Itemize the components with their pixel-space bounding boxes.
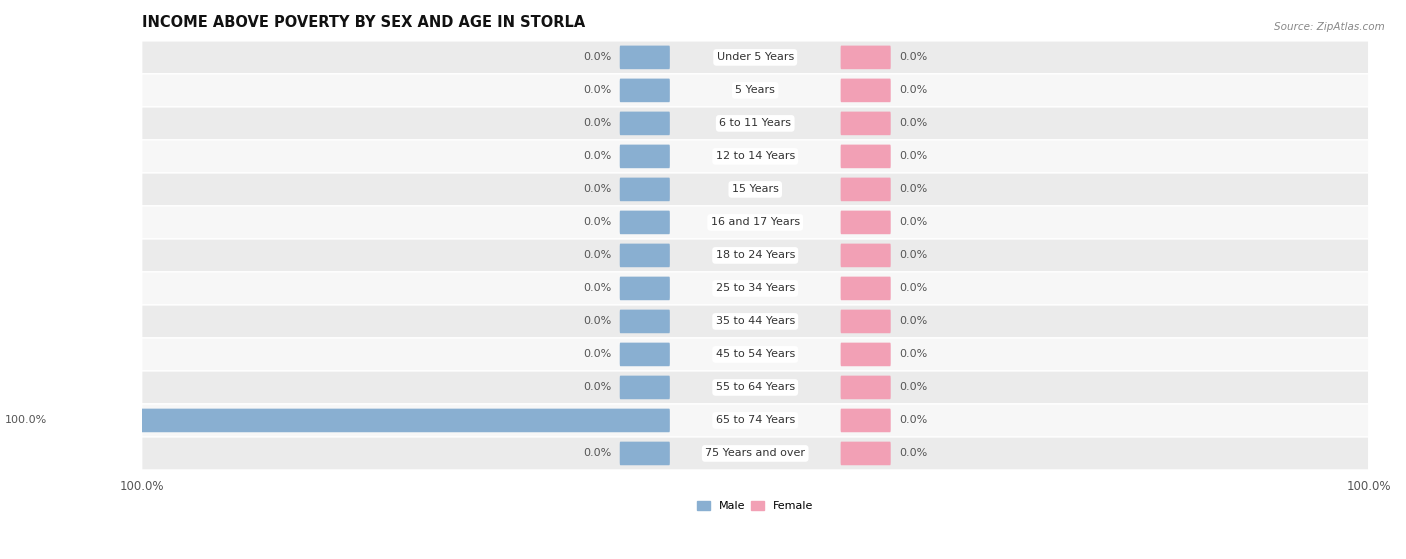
- FancyBboxPatch shape: [142, 140, 1369, 173]
- Text: 0.0%: 0.0%: [900, 151, 928, 162]
- Text: 0.0%: 0.0%: [900, 53, 928, 63]
- Text: 0.0%: 0.0%: [900, 283, 928, 293]
- FancyBboxPatch shape: [142, 305, 1369, 338]
- Text: 0.0%: 0.0%: [583, 217, 612, 228]
- FancyBboxPatch shape: [55, 409, 669, 432]
- FancyBboxPatch shape: [841, 310, 891, 333]
- Text: 6 to 11 Years: 6 to 11 Years: [720, 119, 792, 129]
- FancyBboxPatch shape: [142, 41, 1369, 74]
- FancyBboxPatch shape: [142, 371, 1369, 404]
- FancyBboxPatch shape: [142, 173, 1369, 206]
- Text: 100.0%: 100.0%: [4, 415, 46, 425]
- Text: 75 Years and over: 75 Years and over: [706, 448, 806, 458]
- Text: 0.0%: 0.0%: [900, 250, 928, 260]
- FancyBboxPatch shape: [142, 338, 1369, 371]
- Text: 0.0%: 0.0%: [900, 316, 928, 326]
- Text: 0.0%: 0.0%: [583, 250, 612, 260]
- FancyBboxPatch shape: [142, 206, 1369, 239]
- Text: Source: ZipAtlas.com: Source: ZipAtlas.com: [1274, 22, 1385, 32]
- FancyBboxPatch shape: [620, 145, 669, 168]
- Text: 45 to 54 Years: 45 to 54 Years: [716, 349, 794, 359]
- FancyBboxPatch shape: [841, 145, 891, 168]
- Text: 0.0%: 0.0%: [583, 283, 612, 293]
- Text: 0.0%: 0.0%: [900, 349, 928, 359]
- FancyBboxPatch shape: [841, 376, 891, 399]
- FancyBboxPatch shape: [841, 46, 891, 69]
- FancyBboxPatch shape: [620, 277, 669, 300]
- FancyBboxPatch shape: [620, 178, 669, 201]
- Text: 0.0%: 0.0%: [583, 53, 612, 63]
- FancyBboxPatch shape: [841, 79, 891, 102]
- FancyBboxPatch shape: [841, 442, 891, 465]
- Text: 25 to 34 Years: 25 to 34 Years: [716, 283, 794, 293]
- FancyBboxPatch shape: [620, 376, 669, 399]
- Text: 0.0%: 0.0%: [900, 119, 928, 129]
- Text: 15 Years: 15 Years: [731, 184, 779, 195]
- Text: 0.0%: 0.0%: [583, 119, 612, 129]
- Text: 0.0%: 0.0%: [900, 382, 928, 392]
- Text: 0.0%: 0.0%: [583, 316, 612, 326]
- FancyBboxPatch shape: [620, 343, 669, 366]
- Text: 0.0%: 0.0%: [583, 349, 612, 359]
- Text: 35 to 44 Years: 35 to 44 Years: [716, 316, 794, 326]
- Text: 18 to 24 Years: 18 to 24 Years: [716, 250, 794, 260]
- Legend: Male, Female: Male, Female: [692, 496, 818, 516]
- FancyBboxPatch shape: [620, 211, 669, 234]
- FancyBboxPatch shape: [142, 437, 1369, 470]
- Text: 0.0%: 0.0%: [583, 86, 612, 96]
- FancyBboxPatch shape: [142, 404, 1369, 437]
- Text: 12 to 14 Years: 12 to 14 Years: [716, 151, 794, 162]
- Text: 0.0%: 0.0%: [583, 448, 612, 458]
- Text: 16 and 17 Years: 16 and 17 Years: [710, 217, 800, 228]
- Text: INCOME ABOVE POVERTY BY SEX AND AGE IN STORLA: INCOME ABOVE POVERTY BY SEX AND AGE IN S…: [142, 15, 585, 30]
- Text: 0.0%: 0.0%: [583, 151, 612, 162]
- FancyBboxPatch shape: [841, 244, 891, 267]
- FancyBboxPatch shape: [841, 409, 891, 432]
- FancyBboxPatch shape: [142, 239, 1369, 272]
- FancyBboxPatch shape: [841, 343, 891, 366]
- FancyBboxPatch shape: [620, 244, 669, 267]
- Text: 0.0%: 0.0%: [583, 184, 612, 195]
- FancyBboxPatch shape: [620, 46, 669, 69]
- Text: 0.0%: 0.0%: [583, 382, 612, 392]
- Text: 0.0%: 0.0%: [900, 448, 928, 458]
- Text: Under 5 Years: Under 5 Years: [717, 53, 794, 63]
- FancyBboxPatch shape: [841, 277, 891, 300]
- Text: 0.0%: 0.0%: [900, 217, 928, 228]
- Text: 65 to 74 Years: 65 to 74 Years: [716, 415, 794, 425]
- FancyBboxPatch shape: [620, 310, 669, 333]
- FancyBboxPatch shape: [841, 178, 891, 201]
- Text: 0.0%: 0.0%: [900, 184, 928, 195]
- FancyBboxPatch shape: [620, 442, 669, 465]
- Text: 0.0%: 0.0%: [900, 415, 928, 425]
- Text: 55 to 64 Years: 55 to 64 Years: [716, 382, 794, 392]
- Text: 5 Years: 5 Years: [735, 86, 775, 96]
- FancyBboxPatch shape: [841, 211, 891, 234]
- FancyBboxPatch shape: [142, 272, 1369, 305]
- FancyBboxPatch shape: [620, 79, 669, 102]
- FancyBboxPatch shape: [841, 112, 891, 135]
- FancyBboxPatch shape: [142, 107, 1369, 140]
- FancyBboxPatch shape: [142, 74, 1369, 107]
- FancyBboxPatch shape: [620, 112, 669, 135]
- Text: 0.0%: 0.0%: [900, 86, 928, 96]
